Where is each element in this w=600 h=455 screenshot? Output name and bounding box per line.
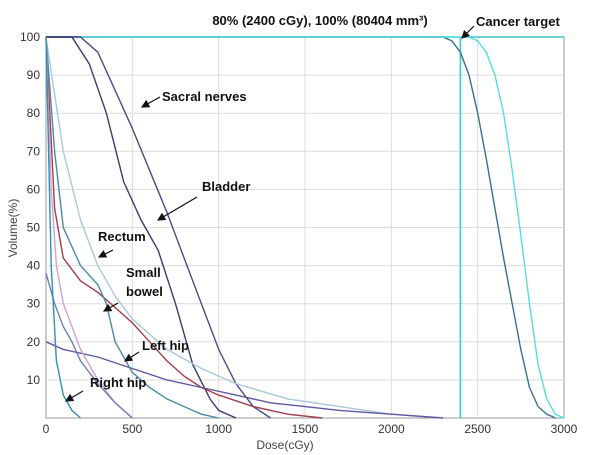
- annotation-arrow-left-hip: [123, 351, 140, 362]
- y-axis-ticks: 10 20 30 40 50 60 70 80 90 100: [20, 30, 40, 387]
- y-tick-label-30: 30: [27, 297, 41, 311]
- y-tick-label-70: 70: [27, 144, 41, 158]
- x-tick-label-1500: 1500: [292, 422, 319, 436]
- y-tick-label-40: 40: [27, 259, 41, 273]
- y-tick-label-10: 10: [27, 373, 41, 387]
- annotation-arrow-small-bowel: [102, 302, 119, 312]
- annotation-arrow-bladder: [156, 196, 198, 221]
- x-axis-label: Dose(cGy): [256, 438, 313, 452]
- y-tick-label-20: 20: [27, 335, 41, 349]
- y-tick-label-80: 80: [27, 106, 41, 120]
- y-tick-label-90: 90: [27, 68, 41, 82]
- series-line-cancer-target-second-plan: [46, 36, 565, 419]
- annotation-sacral-nerves: Sacral nerves: [162, 89, 247, 104]
- x-tick-label-0: 0: [43, 422, 50, 436]
- y-axis-label: Volume(%): [6, 199, 20, 258]
- annotation-left-hip: Left hip: [142, 338, 189, 353]
- series-line-right-hip-third-plan: [45, 36, 81, 419]
- annotation-small-bowel-line1: Small: [126, 265, 161, 280]
- y-tick-label-100: 100: [20, 30, 40, 44]
- y-tick-label-50: 50: [27, 221, 41, 235]
- annotation-cancer-target: Cancer target: [476, 14, 560, 29]
- chart-title: 80% (2400 cGy), 100% (80404 mm³): [212, 13, 427, 28]
- x-tick-label-3000: 3000: [551, 422, 578, 436]
- annotation-small-bowel-line2: bowel: [126, 284, 163, 299]
- annotation-arrow-sacral-nerves: [140, 96, 161, 108]
- x-axis-ticks: 0 500 1000 1500 2000 2500 3000: [43, 422, 578, 436]
- y-tick-label-60: 60: [27, 182, 41, 196]
- series-line-small-bowel: [45, 36, 323, 419]
- series-line-left-hip: [45, 36, 219, 419]
- annotation-right-hip: Right hip: [90, 375, 146, 390]
- x-tick-label-1000: 1000: [205, 422, 232, 436]
- annotation-arrow-rectum: [97, 249, 114, 258]
- annotation-bladder: Bladder: [202, 179, 250, 194]
- series-line-rectum: [45, 36, 444, 419]
- x-tick-label-500: 500: [122, 422, 142, 436]
- x-tick-label-2500: 2500: [464, 422, 491, 436]
- annotation-arrow-cancer-target: [461, 25, 475, 39]
- series-line-bladder: [46, 36, 237, 419]
- annotation-rectum: Rectum: [98, 229, 146, 244]
- annotation-arrow-right-hip: [64, 390, 84, 402]
- x-tick-label-2000: 2000: [378, 422, 405, 436]
- series-line-small-bowel-second-plan: [45, 341, 444, 419]
- series-line-right-hip-second-plan: [45, 273, 133, 419]
- series-curves: [45, 36, 565, 419]
- series-line-cancer-target: [46, 36, 556, 419]
